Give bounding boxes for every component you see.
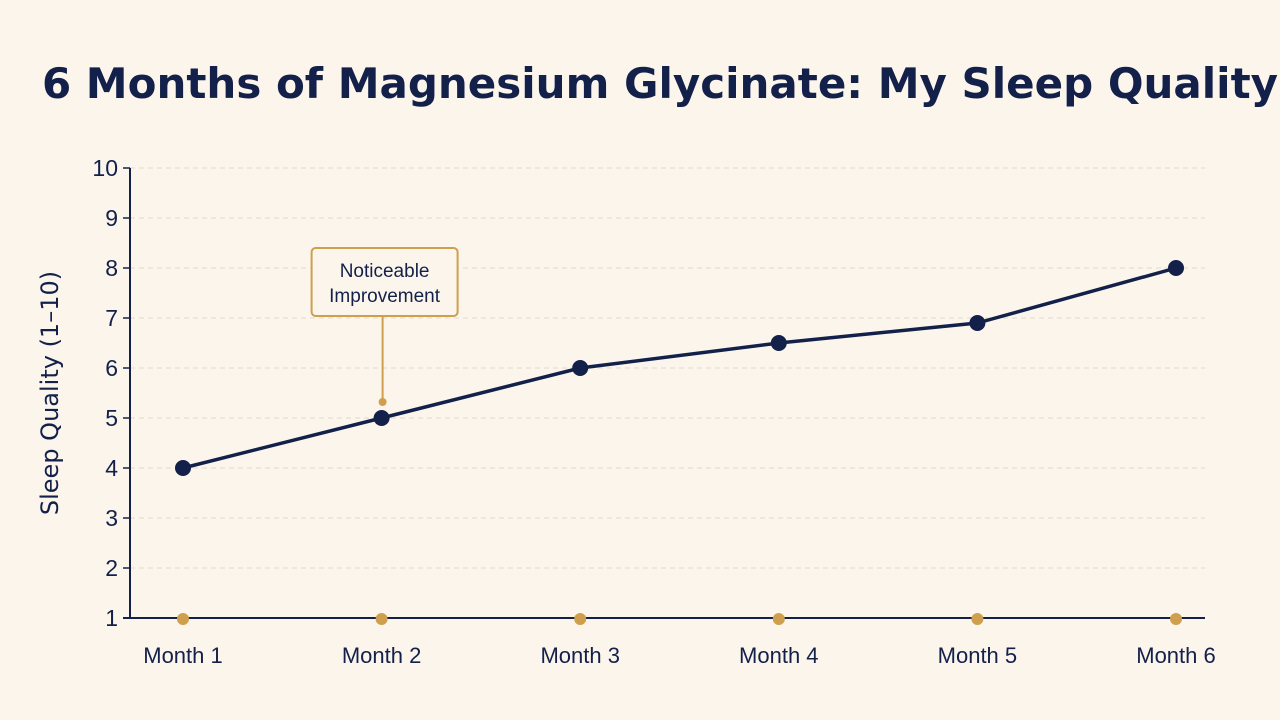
baseline-marker-month-3 xyxy=(574,613,587,625)
data-point-month-1 xyxy=(175,460,191,476)
y-tick-label-4: 4 xyxy=(105,455,118,481)
y-tick-label-6: 6 xyxy=(105,355,118,381)
baseline-marker-month-6 xyxy=(1170,613,1182,625)
x-tick-label-month-2: Month 2 xyxy=(342,643,422,668)
chart-title: 6 Months of Magnesium Glycinate: My Slee… xyxy=(42,59,1278,108)
annotation-noticeable-improvement: Noticeable Improvement xyxy=(310,247,459,406)
y-axis-label: Sleep Quality (1–10) xyxy=(36,271,64,515)
baseline-marker-month-2 xyxy=(375,613,388,625)
y-tick-label-2: 2 xyxy=(105,555,118,581)
y-axis-ticks: 1 2 3 4 5 6 7 8 9 10 xyxy=(92,155,130,631)
baseline-markers xyxy=(177,613,1182,625)
annotation-pointer-dot xyxy=(378,398,387,406)
data-point-month-4 xyxy=(770,335,787,351)
y-tick-label-9: 9 xyxy=(105,205,118,231)
x-tick-label-month-1: Month 1 xyxy=(143,643,223,668)
series-line xyxy=(181,266,1178,470)
x-axis-ticks: Month 1 Month 2 Month 3 Month 4 Month 5 Month… xyxy=(143,643,1216,668)
data-point-month-3 xyxy=(572,360,589,376)
x-tick-label-month-3: Month 3 xyxy=(540,643,620,668)
series-sleep-quality xyxy=(175,260,1184,476)
annotation-text-line-1: Noticeable xyxy=(340,261,430,282)
y-tick-label-10: 10 xyxy=(92,155,118,181)
baseline-marker-month-4 xyxy=(772,613,785,625)
y-tick-label-5: 5 xyxy=(105,405,118,431)
y-tick-label-3: 3 xyxy=(105,505,118,531)
axes xyxy=(123,168,1205,619)
y-tick-label-8: 8 xyxy=(105,255,118,281)
x-tick-label-month-5: Month 5 xyxy=(938,643,1018,668)
baseline-marker-month-1 xyxy=(177,613,189,625)
y-tick-label-1: 1 xyxy=(105,605,118,631)
baseline-marker-month-5 xyxy=(971,613,984,625)
x-tick-label-month-4: Month 4 xyxy=(739,643,819,668)
x-tick-label-month-6: Month 6 xyxy=(1136,643,1216,668)
y-tick-label-7: 7 xyxy=(105,305,118,331)
annotation-box xyxy=(310,247,459,317)
data-point-month-2 xyxy=(373,410,390,426)
data-point-month-5 xyxy=(969,315,986,331)
annotation-text-line-2: Improvement xyxy=(329,286,441,307)
data-point-month-6 xyxy=(1168,260,1184,276)
grid-lines xyxy=(130,167,1205,569)
